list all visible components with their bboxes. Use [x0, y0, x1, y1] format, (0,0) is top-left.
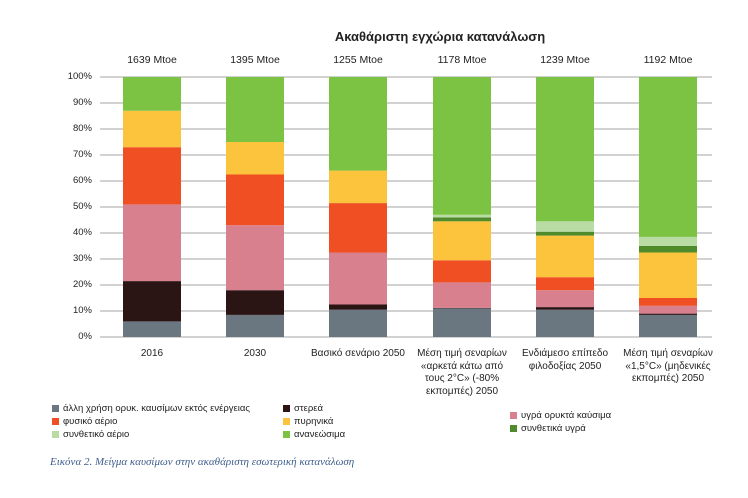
x-tick-label: 2030	[243, 348, 267, 359]
y-tick-label: 90%	[72, 97, 92, 108]
legend-item: φυσικό αέριο	[52, 416, 117, 427]
bar-segment	[433, 307, 491, 309]
bar-segment	[226, 174, 284, 226]
legend-swatch	[510, 412, 517, 419]
bar-segment	[226, 314, 284, 337]
legend-label: συνθετικό αέριο	[63, 429, 130, 440]
bar-segment	[123, 321, 181, 337]
legend-item: συνθετικά υγρά	[510, 423, 586, 434]
legend-label: άλλη χρήση ορυκ. καυσίμων εκτός ενέργεια…	[63, 403, 250, 414]
total-label: 1239 Mtoe	[540, 54, 590, 66]
y-tick-label: 100%	[67, 71, 92, 82]
bar-segment	[226, 225, 284, 291]
bar-segment	[536, 277, 594, 291]
bar-segment	[433, 308, 491, 337]
bar-segment	[123, 147, 181, 205]
bar-segment	[536, 235, 594, 278]
total-label: 1178 Mtoe	[437, 54, 487, 66]
legend-swatch	[283, 405, 290, 412]
x-tick-label: Μέση τιμή σεναρίων «αρκετά κάτω από τους…	[417, 348, 507, 397]
bar-segment	[536, 307, 594, 310]
bar-segment	[639, 314, 697, 337]
legend-label: ανανεώσιμα	[294, 429, 346, 440]
bar-segment	[329, 170, 387, 204]
legend-item: πυρηνικά	[283, 416, 333, 427]
legend-item: συνθετικό αέριο	[52, 429, 129, 440]
y-tick-label: 30%	[72, 253, 92, 264]
bar-segment	[639, 246, 697, 253]
legend-item: ανανεώσιμα	[283, 429, 345, 440]
bar-segment	[536, 231, 594, 236]
bar-segment	[433, 221, 491, 261]
y-tick-label: 50%	[72, 201, 92, 212]
bar-segment	[433, 214, 491, 218]
legend-label: συνθετικά υγρά	[521, 423, 586, 434]
legend-item: υγρά ορυκτά καύσιμα	[510, 410, 611, 421]
figure-caption: Εικόνα 2. Μείγμα καυσίμων στην ακαθάριστ…	[50, 456, 355, 468]
chart-title: Ακαθάριστη εγχώρια κατανάλωση	[334, 29, 546, 44]
legend-label: υγρά ορυκτά καύσιμα	[521, 410, 612, 421]
total-label: 1192 Mtoe	[643, 54, 693, 66]
bar-segment	[433, 77, 491, 215]
legend-swatch	[52, 418, 59, 425]
y-tick-label: 20%	[72, 279, 92, 290]
y-tick-label: 40%	[72, 227, 92, 238]
total-label: 1639 Mtoe	[127, 54, 177, 66]
legend-item: στερεά	[283, 403, 323, 414]
legend-swatch	[510, 425, 517, 432]
bar-segment	[226, 77, 284, 142]
y-tick-label: 60%	[72, 175, 92, 186]
bar-segment	[639, 252, 697, 298]
bar-segment	[123, 110, 181, 148]
bar-segment	[639, 313, 697, 315]
bar-segment	[433, 260, 491, 283]
x-tick-label: Μέση τιμή σεναρίων «1,5°C» (μηδενικές εκ…	[623, 348, 713, 384]
bar-segment	[123, 204, 181, 282]
bar-segment	[639, 305, 697, 314]
legend-swatch	[52, 431, 59, 438]
bar-segment	[226, 290, 284, 315]
x-tick-label: Βασικό σενάριο 2050	[311, 348, 405, 359]
bar-segment	[329, 304, 387, 310]
legend-swatch	[283, 431, 290, 438]
x-tick-label: 2016	[140, 348, 164, 359]
bar-segment	[536, 77, 594, 222]
bar-segment	[433, 282, 491, 308]
legend-label: στερεά	[294, 403, 323, 414]
bar-segment	[226, 142, 284, 175]
bar-segment	[433, 217, 491, 222]
y-tick-label: 0%	[78, 331, 92, 342]
bar-segment	[329, 252, 387, 305]
y-tick-label: 10%	[72, 305, 92, 316]
legend-swatch	[283, 418, 290, 425]
x-tick-label: Ενδιάμεσο επίπεδο φιλοδοξίας 2050	[521, 348, 609, 372]
bar-segment	[639, 77, 697, 237]
bar-segment	[123, 281, 181, 322]
legend-swatch	[52, 405, 59, 412]
bar-segment	[329, 309, 387, 337]
bar-segment	[536, 221, 594, 232]
bar-segment	[639, 298, 697, 306]
bar-segment	[536, 290, 594, 308]
bar-segment	[536, 309, 594, 337]
total-label: 1395 Mtoe	[230, 54, 280, 66]
y-tick-label: 80%	[72, 123, 92, 134]
bar-segment	[329, 77, 387, 171]
y-tick-label: 70%	[72, 149, 92, 160]
legend-label: πυρηνικά	[294, 416, 334, 427]
legend-label: φυσικό αέριο	[63, 416, 118, 427]
bar-segment	[639, 236, 697, 246]
bar-segment	[123, 77, 181, 111]
total-label: 1255 Mtoe	[333, 54, 383, 66]
legend-item: άλλη χρήση ορυκ. καυσίμων εκτός ενέργεια…	[52, 403, 250, 414]
bar-segment	[329, 203, 387, 253]
